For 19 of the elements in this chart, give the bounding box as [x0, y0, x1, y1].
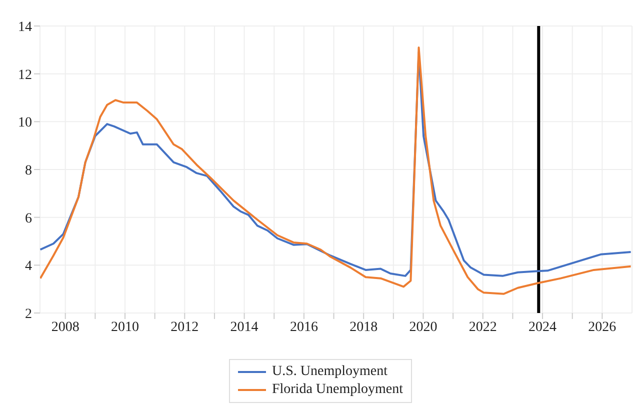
y-tick-label: 8	[25, 163, 32, 178]
x-tick-label: 2008	[51, 320, 80, 335]
x-tick-label: 2012	[170, 320, 199, 335]
y-tick-label: 12	[18, 68, 32, 83]
y-tick-label: 6	[25, 211, 32, 226]
y-tick-label: 2	[25, 306, 32, 322]
x-tick-label: 2022	[468, 320, 497, 335]
y-tick-label: 4	[25, 259, 32, 274]
x-tick-label: 2016	[290, 320, 318, 335]
y-tick-label: 10	[18, 116, 32, 131]
x-tick-label: 2020	[409, 320, 438, 335]
x-tick-label: 2014	[230, 320, 258, 335]
x-tick-label: 2010	[110, 320, 139, 335]
legend-label: Florida Unemployment	[272, 381, 404, 399]
x-tick-label: 2024	[528, 320, 557, 335]
legend-label: U.S. Unemployment	[272, 363, 388, 381]
x-tick-label: 2018	[350, 320, 378, 335]
y-tick-label: 14	[18, 20, 32, 35]
x-tick-label: 2026	[588, 320, 616, 335]
